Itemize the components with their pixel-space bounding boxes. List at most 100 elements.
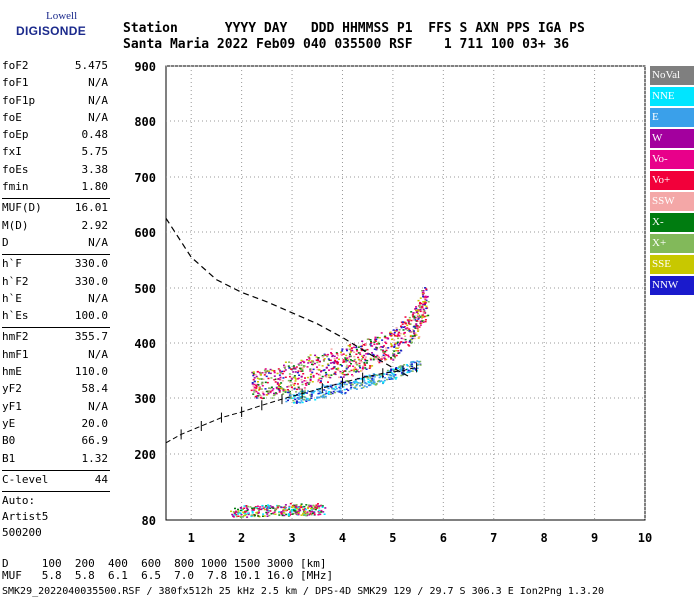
echo-point — [337, 369, 340, 371]
echo-point — [236, 511, 239, 514]
echo-point — [287, 514, 290, 516]
echo-point — [402, 329, 405, 331]
echo-point — [344, 357, 347, 359]
echo-point — [262, 392, 265, 395]
echo-point — [290, 511, 293, 513]
echo-point — [343, 373, 346, 376]
echo-point — [417, 320, 420, 322]
echo-point — [353, 370, 356, 373]
echo-point — [289, 379, 292, 382]
echo-point — [312, 511, 315, 513]
param-label: yF1 — [2, 399, 22, 413]
param-value: 330.0 — [74, 274, 108, 288]
echo-point — [235, 515, 238, 518]
echo-point — [295, 504, 298, 506]
param-value: N/A — [88, 235, 108, 249]
echo-point — [305, 504, 308, 506]
muf-curve — [165, 217, 409, 377]
echo-point — [317, 510, 320, 513]
echo-point — [319, 381, 322, 384]
echo-point — [309, 511, 312, 513]
echo-point — [315, 372, 318, 375]
echo-point — [385, 342, 388, 345]
echo-point — [418, 326, 421, 328]
echo-point — [407, 320, 410, 322]
echo-point — [309, 379, 312, 382]
echo-point — [287, 365, 290, 367]
echo-point — [406, 368, 409, 370]
echo-point — [282, 510, 285, 512]
echo-point — [349, 384, 352, 386]
echo-point — [418, 317, 420, 319]
echo-point — [359, 367, 362, 369]
echo-point — [299, 397, 302, 399]
echo-point — [392, 352, 394, 355]
echo-point — [339, 385, 342, 388]
echo-point — [349, 359, 352, 361]
echo-point — [318, 396, 321, 399]
echo-point — [344, 381, 347, 384]
echo-point — [307, 507, 310, 510]
echo-point — [417, 299, 420, 302]
param-value: 3.38 — [81, 162, 109, 176]
echo-point — [287, 390, 290, 392]
echo-point — [398, 329, 401, 331]
echo-point — [327, 374, 330, 376]
echo-point — [390, 371, 393, 374]
echo-point — [252, 371, 255, 373]
echo-point — [288, 385, 291, 388]
echo-point — [368, 384, 371, 386]
echo-point — [269, 507, 272, 509]
echo-point — [411, 337, 414, 340]
echo-point — [237, 508, 239, 511]
echo-point — [427, 301, 430, 303]
echo-point — [303, 398, 305, 401]
echo-point — [340, 392, 343, 395]
echo-point — [251, 510, 254, 513]
echo-point — [267, 510, 270, 512]
echo-point — [301, 401, 304, 404]
echo-point — [386, 373, 389, 376]
echo-point — [425, 289, 428, 291]
echo-point — [302, 393, 305, 396]
echo-point — [283, 508, 286, 510]
echo-point — [416, 364, 419, 366]
echo-point — [398, 335, 401, 337]
echo-point — [395, 329, 398, 332]
echo-point — [414, 367, 417, 370]
legend-entry: W — [650, 129, 694, 148]
echo-point — [424, 300, 427, 302]
echo-point — [415, 334, 418, 336]
echo-point — [416, 367, 419, 369]
echo-point — [370, 340, 372, 343]
echo-point — [350, 355, 352, 358]
echo-point — [302, 391, 304, 394]
echo-point — [265, 505, 268, 507]
echo-point — [399, 368, 402, 371]
echo-point — [299, 509, 302, 512]
echo-point — [364, 359, 367, 362]
o-trace-echoes — [250, 287, 430, 400]
echo-point — [299, 393, 301, 395]
echo-point — [266, 381, 269, 384]
legend-entry: X+ — [650, 234, 694, 253]
echo-point — [356, 350, 359, 352]
echo-point — [324, 393, 327, 396]
echo-point — [390, 356, 392, 359]
echo-point — [328, 359, 331, 361]
echo-point — [240, 513, 243, 516]
echo-point — [279, 378, 282, 381]
legend-entry: E — [650, 108, 694, 127]
echo-point — [363, 363, 366, 365]
echo-point — [372, 381, 375, 383]
echo-point — [282, 393, 285, 395]
echo-point — [336, 363, 339, 365]
echo-point — [356, 368, 359, 371]
echo-point — [245, 513, 248, 516]
echo-point — [329, 359, 332, 361]
echo-point — [270, 513, 273, 515]
echo-point — [421, 320, 423, 322]
echo-point — [280, 387, 283, 390]
echo-point — [311, 360, 314, 362]
echo-point — [268, 370, 271, 373]
